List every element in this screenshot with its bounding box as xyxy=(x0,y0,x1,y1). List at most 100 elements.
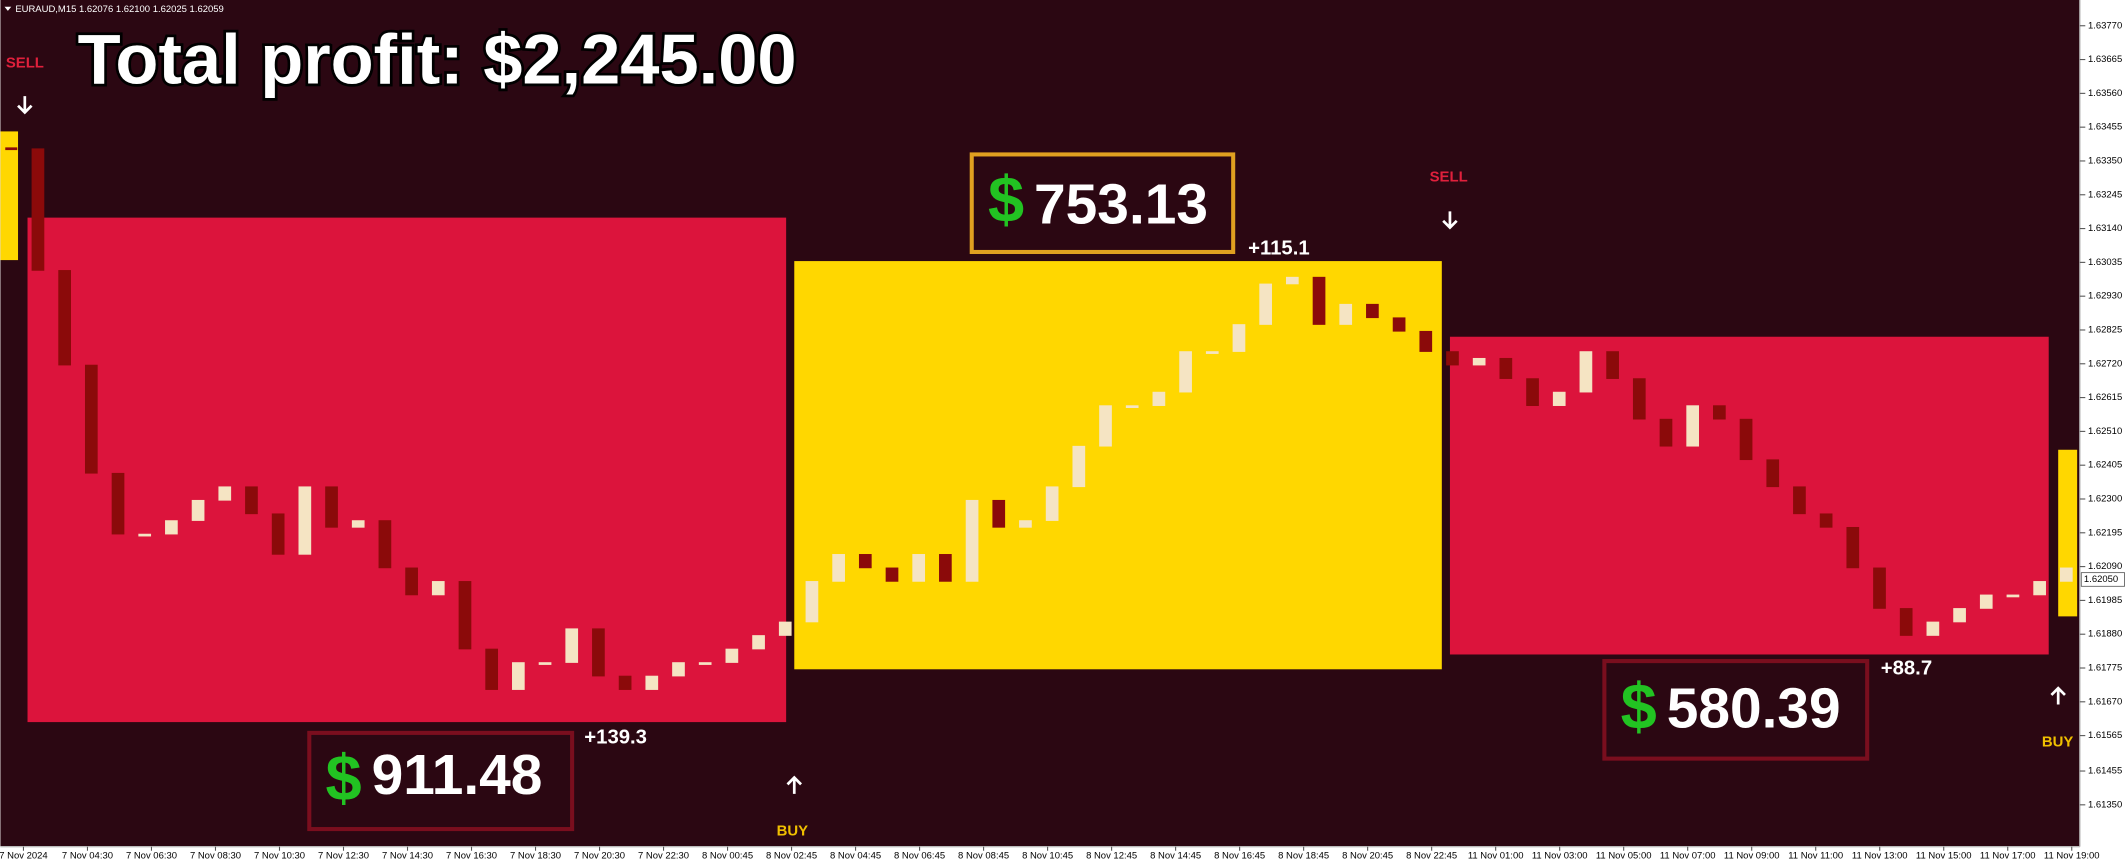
candle xyxy=(1232,324,1246,352)
candle xyxy=(1045,486,1059,521)
y-tick-label: 1.61880 xyxy=(2088,629,2122,640)
candle xyxy=(1713,405,1726,420)
x-tick-label: 8 Nov 16:45 xyxy=(1214,851,1265,862)
y-tick-label: 1.63140 xyxy=(2088,223,2122,234)
y-tick-label: 1.62510 xyxy=(2088,426,2122,437)
x-tick-label: 7 Nov 04:30 xyxy=(62,851,113,862)
x-tick-label: 11 Nov 13:00 xyxy=(1852,851,1908,862)
y-tick-label: 1.62090 xyxy=(2088,561,2122,572)
candle xyxy=(58,270,71,366)
candle xyxy=(218,486,232,501)
candle xyxy=(84,364,98,474)
candle xyxy=(1606,351,1619,379)
currency-sign: $ xyxy=(988,163,1024,236)
symbol-header: EURAUD,M15 1.62076 1.62100 1.62025 1.620… xyxy=(15,4,223,15)
pips-label: +115.1 xyxy=(1248,238,1310,260)
y-tick-label: 1.62825 xyxy=(2088,324,2122,335)
candle xyxy=(618,675,632,690)
candle xyxy=(1339,303,1353,325)
candle xyxy=(512,662,525,690)
x-tick-label: 7 Nov 20:30 xyxy=(574,851,625,862)
candle xyxy=(1419,330,1433,352)
profit-box xyxy=(1602,659,1870,761)
x-tick-label: 8 Nov 12:45 xyxy=(1086,851,1137,862)
menu-icon[interactable] xyxy=(4,6,12,11)
candle xyxy=(378,520,392,569)
currency-sign: $ xyxy=(326,741,362,814)
candle xyxy=(1819,513,1833,528)
x-tick-label: 11 Nov 11:00 xyxy=(1788,851,1843,862)
x-tick-label: 11 Nov 15:00 xyxy=(1916,851,1972,862)
candle xyxy=(1899,608,1913,636)
candle xyxy=(1446,351,1459,366)
signal-label: SELL xyxy=(1430,169,1468,185)
candle xyxy=(191,499,205,521)
x-tick-label: 7 Nov 12:30 xyxy=(318,851,369,862)
candle xyxy=(858,554,872,569)
y-tick-label: 1.63665 xyxy=(2088,54,2122,65)
candle xyxy=(1392,317,1406,332)
y-tick-label: 1.61565 xyxy=(2088,730,2122,741)
candle xyxy=(1739,418,1753,461)
candle xyxy=(1072,445,1086,488)
x-tick-label: 11 Nov 17:00 xyxy=(1980,851,2036,862)
x-tick-label: 7 Nov 18:30 xyxy=(510,851,561,862)
x-tick-label: 8 Nov 00:45 xyxy=(702,851,753,862)
candle xyxy=(298,486,312,555)
candle xyxy=(1552,391,1566,406)
candle xyxy=(2006,594,2020,598)
y-tick-label: 1.62720 xyxy=(2088,358,2122,369)
x-tick-label: 7 Nov 2024 xyxy=(0,851,48,862)
buy-arrow xyxy=(786,775,803,794)
profit-amount: 911.48 xyxy=(372,743,543,807)
candle xyxy=(245,486,258,515)
candle xyxy=(1579,351,1593,393)
profit-amount: 753.13 xyxy=(1034,173,1208,237)
x-tick-label: 8 Nov 10:45 xyxy=(1022,851,1073,862)
candle xyxy=(138,533,152,537)
y-tick-label: 1.61670 xyxy=(2088,696,2122,707)
axes: 1.63770 1.63665 1.63560 1.63455 1.63350 1.632… xyxy=(0,20,2125,862)
profit-amount: 580.39 xyxy=(1667,677,1841,741)
current-price-label: 1.62050 xyxy=(2084,574,2118,585)
pips-label: +88.7 xyxy=(1881,658,1932,680)
x-tick-label: 7 Nov 06:30 xyxy=(126,851,177,862)
candle xyxy=(778,621,792,636)
y-tick-label: 1.62405 xyxy=(2088,460,2122,471)
pips-label: +139.3 xyxy=(584,727,647,749)
candle xyxy=(1019,520,1032,528)
signal-label: BUY xyxy=(2042,734,2074,750)
x-tick-label: 11 Nov 09:00 xyxy=(1724,851,1780,862)
candle xyxy=(1366,303,1379,319)
signal-bar xyxy=(2058,449,2078,617)
candle xyxy=(405,567,418,596)
trade-zone xyxy=(1449,336,2049,655)
candle xyxy=(1125,405,1139,409)
candle xyxy=(1953,608,1966,623)
candle xyxy=(1926,621,1940,636)
candle xyxy=(752,635,765,650)
y-tick-label: 1.62615 xyxy=(2088,392,2122,403)
candle xyxy=(2059,567,2073,582)
zones xyxy=(27,217,2049,723)
candle xyxy=(1152,391,1166,406)
candle xyxy=(1632,378,1646,420)
y-tick-label: 1.63350 xyxy=(2088,155,2122,166)
signal-label: BUY xyxy=(777,824,809,840)
candle xyxy=(485,648,499,690)
signal-label: SELL xyxy=(6,56,44,72)
x-tick-label: 11 Nov 01:00 xyxy=(1468,851,1524,862)
x-tick-label: 11 Nov 19:00 xyxy=(2044,851,2100,862)
trade-zone xyxy=(27,217,787,723)
candle xyxy=(31,148,45,271)
candle xyxy=(725,648,739,663)
x-tick-label: 7 Nov 16:30 xyxy=(446,851,497,862)
candle xyxy=(1179,351,1192,393)
x-tick-label: 8 Nov 14:45 xyxy=(1150,851,1201,862)
y-tick-label: 1.61775 xyxy=(2088,663,2122,674)
x-tick-label: 11 Nov 07:00 xyxy=(1660,851,1716,862)
candle xyxy=(1312,276,1326,325)
x-tick-label: 7 Nov 08:30 xyxy=(190,851,241,862)
sell-arrow xyxy=(1442,211,1458,230)
